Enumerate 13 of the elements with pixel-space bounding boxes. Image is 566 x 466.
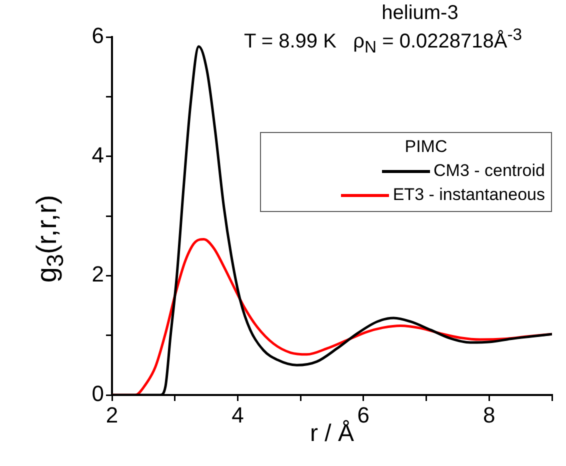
legend-title: PIMC: [404, 137, 448, 157]
y-tick-label: 4: [92, 142, 104, 168]
legend-label: CM3 - centroid: [434, 161, 545, 181]
x-tick-label: 8: [483, 402, 496, 428]
chart-subtitle: T = 8.99 K ρ$_{N}$ = 0.0228718Å$^{-3}$: [242, 25, 524, 58]
x-tick-label: 4: [232, 402, 244, 428]
y-tick-label: 6: [92, 23, 104, 48]
y-tick-label: 2: [92, 262, 104, 287]
x-axis-title: r / Å: [310, 420, 354, 447]
chart-title: helium-3: [380, 2, 460, 25]
x-tick-label: 6: [357, 402, 370, 428]
legend-label: ET3 - instantaneous: [392, 185, 545, 205]
y-tick-label: 0: [92, 381, 104, 406]
